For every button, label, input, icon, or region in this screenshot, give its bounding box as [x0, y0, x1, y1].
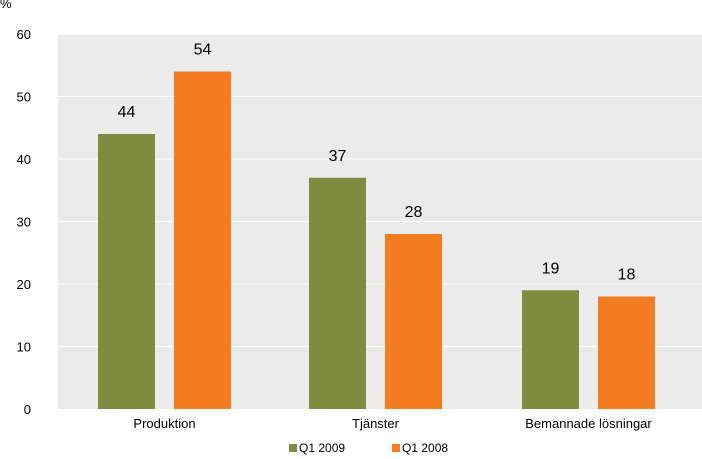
y-tick-label: 60 [17, 27, 31, 42]
y-tick-label: 30 [17, 215, 31, 230]
bar-q1-2008-2 [598, 296, 655, 409]
legend-label: Q1 2009 [299, 441, 345, 455]
legend-label: Q1 2008 [402, 441, 448, 455]
y-unit-label: % [0, 0, 12, 11]
y-tick-label: 40 [17, 152, 31, 167]
x-tick-label: Tjänster [352, 416, 400, 431]
legend-swatch [392, 444, 400, 452]
bar-q1-2009-1 [309, 177, 366, 409]
data-label: 37 [329, 148, 347, 165]
data-label: 54 [194, 42, 212, 59]
bar-q1-2009-2 [522, 290, 579, 409]
y-tick-label: 0 [24, 402, 31, 417]
data-label: 18 [618, 267, 636, 284]
data-label: 44 [118, 104, 136, 121]
y-tick-label: 20 [17, 277, 31, 292]
bar-q1-2008-0 [174, 71, 231, 409]
bar-q1-2008-1 [385, 234, 442, 409]
y-tick-label: 10 [17, 340, 31, 355]
data-labels: 44 54 37 28 19 18 [118, 42, 636, 284]
data-label: 19 [542, 260, 560, 277]
bars [98, 71, 655, 409]
x-tick-label: Produktion [133, 416, 195, 431]
x-tick-label: Bemannade lösningar [525, 416, 652, 431]
bar-q1-2009-0 [98, 134, 155, 409]
axes: 0 10 20 30 40 50 60% Produktion Tjänster Bemannad… [0, 0, 652, 431]
data-label: 28 [405, 204, 423, 221]
y-tick-label: 50 [17, 90, 31, 105]
legend: Q1 2009 Q1 2008 [289, 441, 448, 455]
gridlines [58, 33, 702, 347]
legend-swatch [289, 444, 297, 452]
